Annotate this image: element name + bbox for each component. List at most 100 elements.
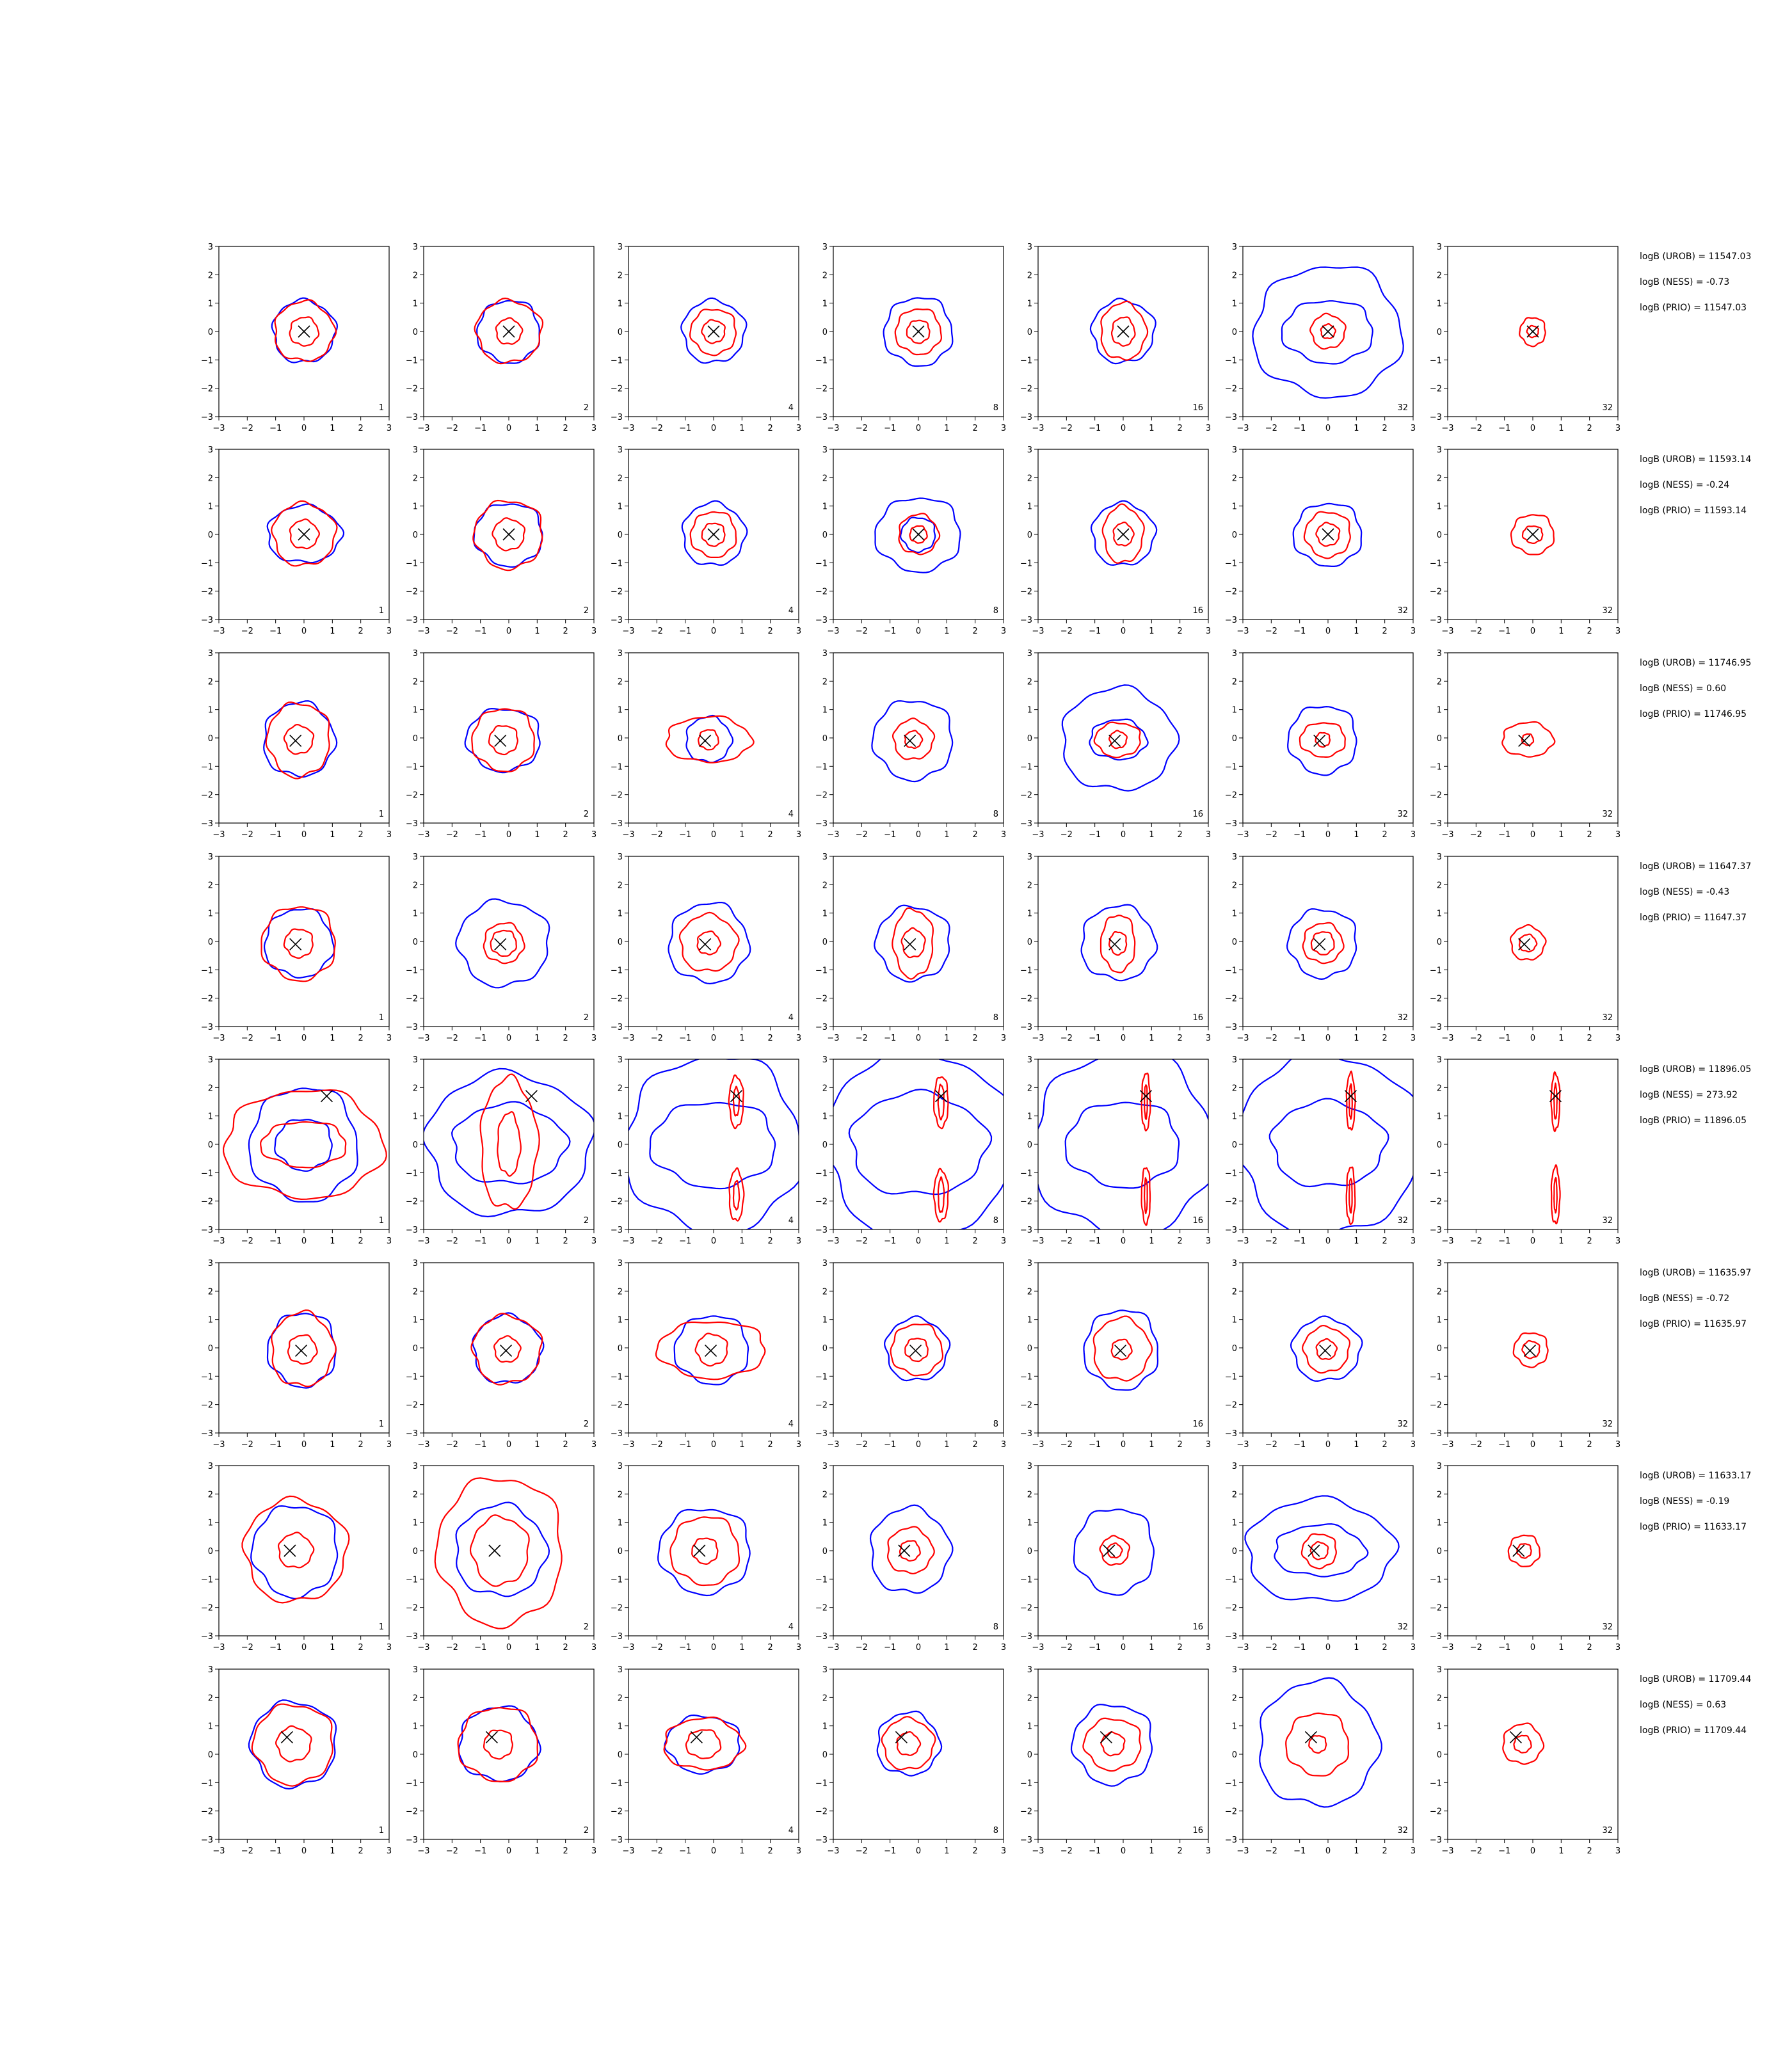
plot-area <box>1512 1332 1549 1368</box>
column-label: 1 <box>379 403 384 413</box>
x-marker <box>904 734 916 747</box>
y-tick-label: 2 <box>822 474 828 483</box>
axes-frame <box>423 652 595 824</box>
panel-r7-c4: −3−3 −2 −2 −1 −1 0 0 1 1 2 2 3 3 8 <box>815 1462 1006 1652</box>
x-tick-label: 0 <box>1325 1846 1331 1856</box>
column-label: 32 <box>1602 1420 1613 1429</box>
red-contour <box>1092 1315 1153 1382</box>
red-contour <box>1512 1332 1549 1368</box>
red-contour <box>1100 1731 1126 1757</box>
blue-contour <box>649 1101 776 1190</box>
y-tick-label: −2 <box>201 385 213 394</box>
blue-contour <box>871 700 954 783</box>
x-tick-label: 3 <box>387 1440 392 1450</box>
y-tick-label: 1 <box>822 300 828 309</box>
x-tick-label: 3 <box>796 1643 801 1652</box>
column-label: 8 <box>993 1013 998 1023</box>
x-tick-label: −3 <box>1032 1643 1044 1652</box>
x-tick-label: 3 <box>1001 627 1006 636</box>
y-tick-label: 3 <box>618 1259 623 1268</box>
y-tick-label: −3 <box>406 616 418 625</box>
x-tick-label: −2 <box>446 424 458 433</box>
y-tick-label: 3 <box>618 243 623 252</box>
blue-contour <box>1259 1677 1382 1808</box>
plot-area <box>271 297 339 364</box>
y-tick-label: 1 <box>822 706 828 716</box>
x-tick-label: 0 <box>916 424 921 433</box>
axes-frame <box>833 652 1004 824</box>
y-tick-label: −3 <box>406 1836 418 1845</box>
y-tick-label: 2 <box>1437 881 1442 890</box>
x-tick-label: −3 <box>212 830 225 840</box>
y-tick-label: 1 <box>618 706 623 716</box>
x-tick-label: 1 <box>534 1440 540 1450</box>
y-tick-label: 3 <box>1437 852 1442 862</box>
red-contour <box>1518 933 1538 953</box>
y-tick-label: 0 <box>618 734 623 744</box>
y-tick-label: −3 <box>201 413 213 422</box>
red-contour <box>701 522 726 547</box>
panel-r7-c2: −3−3 −2 −2 −1 −1 0 0 1 1 2 2 3 3 2 <box>406 1462 596 1652</box>
x-tick-label: 3 <box>796 1034 801 1043</box>
y-tick-label: 3 <box>208 1259 213 1268</box>
x-tick-label: 2 <box>358 830 364 840</box>
x-tick-label: 2 <box>358 627 364 636</box>
y-tick-label: 2 <box>618 1287 623 1297</box>
y-tick-label: −3 <box>1020 1226 1032 1235</box>
y-tick-label: −2 <box>1225 385 1237 394</box>
y-tick-label: 2 <box>413 1084 418 1093</box>
y-tick-label: −2 <box>1020 1197 1032 1207</box>
y-tick-label: 3 <box>1232 243 1237 252</box>
axes-frame <box>1242 652 1414 824</box>
x-tick-label: −2 <box>241 1440 253 1450</box>
x-tick-label: 0 <box>1325 1236 1331 1246</box>
x-tick-label: 1 <box>534 830 540 840</box>
x-tick-label: 2 <box>973 1236 978 1246</box>
x-tick-label: −2 <box>241 1846 253 1856</box>
x-tick-label: −3 <box>1236 1236 1249 1246</box>
y-tick-label: −2 <box>406 791 418 801</box>
y-tick-label: −3 <box>1225 1836 1237 1845</box>
x-tick-label: 2 <box>1178 1440 1183 1450</box>
y-tick-label: 2 <box>822 1693 828 1703</box>
row-7-logb-annotation-3: logB (PRIO) = 11633.17 <box>1640 1522 1747 1532</box>
x-tick-label: 3 <box>387 830 392 840</box>
y-tick-label: −3 <box>1020 1429 1032 1439</box>
panel-r6-c2: −3−3 −2 −2 −1 −1 0 0 1 1 2 2 3 3 2 <box>406 1259 596 1450</box>
red-contour <box>265 701 330 780</box>
x-tick-label: 0 <box>1530 1034 1535 1043</box>
y-tick-label: 1 <box>1232 1519 1237 1528</box>
x-tick-label: −3 <box>212 1236 225 1246</box>
x-tick-label: −2 <box>241 1236 253 1246</box>
x-tick-label: −1 <box>269 627 282 636</box>
y-tick-label: −3 <box>611 819 623 829</box>
x-tick-label: −2 <box>446 1236 458 1246</box>
x-tick-label: −2 <box>446 1846 458 1856</box>
x-tick-label: −3 <box>212 1440 225 1450</box>
blue-contour <box>869 1504 954 1594</box>
y-tick-label: −2 <box>1430 1604 1442 1613</box>
y-tick-label: −3 <box>1430 413 1442 422</box>
x-tick-label: 3 <box>591 424 596 433</box>
y-tick-label: −2 <box>406 1197 418 1207</box>
y-tick-label: 0 <box>1027 1547 1032 1556</box>
plot-area <box>628 1059 799 1229</box>
column-label: 2 <box>584 1826 589 1836</box>
plot-area <box>1090 500 1158 566</box>
y-tick-label: 2 <box>1232 474 1237 483</box>
x-tick-label: −3 <box>827 830 839 840</box>
y-tick-label: 1 <box>618 1519 623 1528</box>
red-contour <box>483 922 525 964</box>
plot-area <box>874 497 961 573</box>
x-tick-label: 0 <box>506 830 511 840</box>
blue-contour <box>681 500 748 566</box>
blue-contour <box>1089 297 1156 365</box>
x-tick-label: 2 <box>1178 1846 1183 1856</box>
x-tick-label: −2 <box>856 1846 868 1856</box>
x-tick-label: 3 <box>1001 1643 1006 1652</box>
x-tick-label: 1 <box>1558 1440 1564 1450</box>
plot-area <box>1038 1059 1208 1229</box>
y-tick-label: 2 <box>618 881 623 890</box>
column-label: 2 <box>584 1622 589 1632</box>
